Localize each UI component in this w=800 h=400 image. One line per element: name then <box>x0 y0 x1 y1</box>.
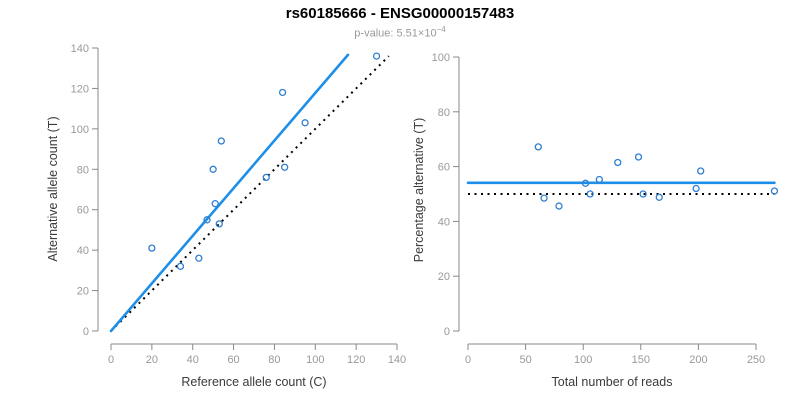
x-axis-title: Reference allele count (C) <box>181 375 326 389</box>
x-tick-label: 140 <box>388 354 406 366</box>
data-point <box>215 220 223 228</box>
y-tick-label: 20 <box>77 286 89 298</box>
y-tick-label: 40 <box>438 216 450 228</box>
y-tick-label: 60 <box>438 162 450 174</box>
data-point <box>697 167 705 175</box>
y-tick-label: 100 <box>432 52 450 64</box>
y-axis-title: Alternative allele count (T) <box>46 116 60 261</box>
x-tick-label: 80 <box>268 354 280 366</box>
y-tick-label: 80 <box>77 164 89 176</box>
x-tick-label: 0 <box>465 354 471 366</box>
data-point <box>634 153 643 161</box>
data-point <box>176 262 185 270</box>
data-point <box>692 184 700 193</box>
p-value-subtitle: p-value: 5.51×10−4 <box>0 25 800 40</box>
x-tick-label: 50 <box>519 354 531 366</box>
data-point <box>203 216 211 224</box>
identity-line <box>110 55 390 332</box>
data-point <box>639 190 647 198</box>
x-tick-label: 0 <box>108 354 114 366</box>
data-point <box>278 88 287 97</box>
x-tick-label: 200 <box>689 354 707 366</box>
data-point <box>655 193 663 201</box>
x-tick-label: 40 <box>187 354 199 366</box>
data-point <box>209 165 217 173</box>
x-tick-label: 120 <box>347 354 365 366</box>
y-tick-label: 100 <box>71 124 89 136</box>
data-point <box>372 52 381 60</box>
y-tick-label: 20 <box>438 271 450 283</box>
y-axis-title: Percentage alternative (T) <box>412 118 426 263</box>
data-point <box>581 179 590 187</box>
data-point <box>534 143 542 151</box>
data-point <box>540 194 548 202</box>
data-point <box>148 244 156 252</box>
y-tick-label: 120 <box>71 83 89 95</box>
x-tick-label: 100 <box>574 354 592 366</box>
panel-allele-count-scatter: 0 20 40 60 80 100 120 140 0 20 40 60 80 100 120 140 Refe… <box>46 43 406 389</box>
x-tick-label: 250 <box>747 354 765 366</box>
data-point <box>195 254 203 262</box>
data-point <box>211 200 219 208</box>
y-tick-label: 0 <box>83 326 89 338</box>
y-tick-label: 140 <box>71 43 89 55</box>
x-tick-label: 100 <box>306 354 324 366</box>
y-tick-label: 0 <box>444 326 450 338</box>
panel-percentage-vs-reads-scatter: 0 20 40 60 80 100 0 50 100 150 200 250 Total number … <box>412 52 779 389</box>
x-axis-title: Total number of reads <box>552 375 673 389</box>
y-tick-label: 80 <box>438 107 450 119</box>
data-point <box>586 190 594 198</box>
data-point <box>770 187 779 195</box>
page-title: rs60185666 - ENSG00000157483 <box>285 5 515 22</box>
data-point <box>280 163 289 171</box>
y-tick-label: 40 <box>77 245 89 257</box>
data-point <box>217 137 225 145</box>
x-tick-label: 20 <box>146 354 158 366</box>
data-point <box>555 202 563 210</box>
p-value-text: p-value: 5.51×10 <box>354 27 437 40</box>
data-point <box>595 175 603 184</box>
fit-line <box>109 53 350 333</box>
data-point <box>301 119 309 127</box>
x-tick-label: 150 <box>632 354 650 366</box>
data-point <box>262 173 270 182</box>
p-value-exponent: −4 <box>436 25 446 34</box>
y-tick-label: 60 <box>77 205 89 217</box>
data-point <box>614 158 622 167</box>
x-tick-label: 60 <box>227 354 239 366</box>
